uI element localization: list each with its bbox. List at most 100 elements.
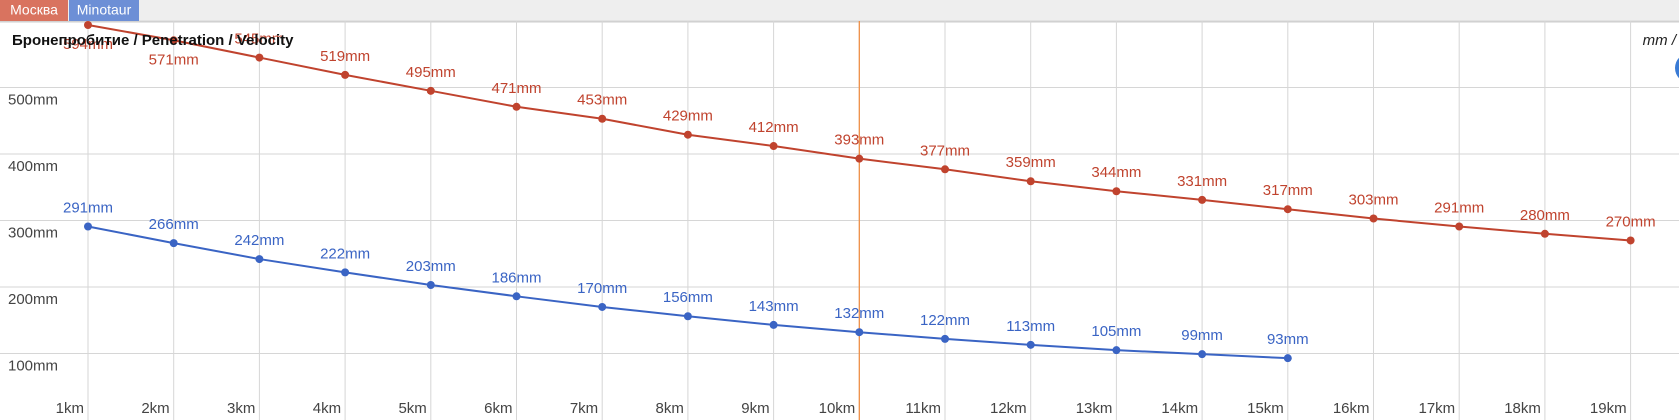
data-point xyxy=(169,36,178,45)
data-label: 186mm xyxy=(491,269,541,286)
x-tick-label: 11km xyxy=(905,400,941,417)
data-label: 113mm xyxy=(1006,318,1055,335)
data-point xyxy=(84,20,92,29)
data-point xyxy=(769,142,778,151)
data-label: 393mm xyxy=(834,132,884,149)
legend-label[interactable]: Москва xyxy=(10,2,58,18)
data-point xyxy=(598,302,607,311)
legend-tab[interactable] xyxy=(0,0,68,21)
x-tick-label: 3km xyxy=(227,400,255,417)
data-point xyxy=(255,53,264,62)
x-tick-label: 17km xyxy=(1419,400,1456,417)
data-point xyxy=(1283,205,1292,214)
data-label: 471mm xyxy=(491,80,541,97)
x-tick-label: 10km xyxy=(819,400,856,417)
y-tick-label: 200mm xyxy=(8,291,58,308)
data-label: 203mm xyxy=(406,258,456,275)
data-point xyxy=(426,86,435,95)
data-point xyxy=(855,328,864,337)
tab-bar xyxy=(0,0,1679,22)
data-point xyxy=(255,255,264,264)
x-tick-label: 14km xyxy=(1161,400,1198,417)
x-tick-label: 4km xyxy=(313,400,341,417)
data-label: 105mm xyxy=(1091,323,1141,340)
x-tick-label: 19km xyxy=(1590,400,1627,417)
data-label: 359mm xyxy=(1006,154,1056,171)
y-tick-label: 400mm xyxy=(8,158,58,175)
data-label: 170mm xyxy=(577,280,627,297)
data-label: 132mm xyxy=(834,305,884,322)
data-label: 303mm xyxy=(1348,191,1398,208)
data-point xyxy=(84,222,92,231)
x-tick-label: 18km xyxy=(1504,400,1541,417)
data-point xyxy=(1026,340,1035,349)
data-label: 429mm xyxy=(663,108,713,125)
x-tick-label: 16km xyxy=(1333,400,1370,417)
data-point xyxy=(341,70,350,79)
y-tick-label: 100mm xyxy=(8,357,58,374)
data-label: 291mm xyxy=(63,199,113,216)
data-label: 412mm xyxy=(749,119,799,136)
data-point xyxy=(169,239,178,248)
legend-label[interactable]: Minotaur xyxy=(77,2,132,18)
data-label: 291mm xyxy=(1434,199,1484,216)
data-label: 99mm xyxy=(1181,327,1223,344)
data-point xyxy=(512,292,521,301)
data-point xyxy=(598,114,607,123)
data-point xyxy=(769,320,778,329)
data-label: 344mm xyxy=(1091,164,1141,181)
data-label: 222mm xyxy=(320,245,370,262)
legend-tab[interactable] xyxy=(69,0,139,21)
data-label: 519mm xyxy=(320,48,370,65)
data-point xyxy=(941,334,949,343)
x-tick-label: 6km xyxy=(484,400,512,417)
data-label: 122mm xyxy=(920,312,970,329)
y-tick-label: 300mm xyxy=(8,224,58,241)
data-label: 453mm xyxy=(577,92,627,109)
x-tick-label: 9km xyxy=(741,400,769,417)
data-label: 280mm xyxy=(1520,207,1570,224)
chart-title: Бронепробитие / Penetration / Velocity xyxy=(12,32,294,49)
data-point xyxy=(426,281,435,290)
data-point xyxy=(1112,187,1121,196)
scroll-button[interactable] xyxy=(1675,53,1679,83)
data-label: 545mm xyxy=(234,31,284,48)
data-label: 377mm xyxy=(920,142,970,159)
x-tick-label: 7km xyxy=(570,400,598,417)
data-point xyxy=(341,268,350,277)
data-label: 331mm xyxy=(1177,173,1227,190)
data-point xyxy=(1283,354,1292,363)
data-point xyxy=(855,154,864,163)
x-tick-label: 8km xyxy=(656,400,684,417)
y-tick-label: 500mm xyxy=(8,91,58,108)
data-point xyxy=(1540,229,1549,238)
data-label: 242mm xyxy=(234,232,284,249)
data-label: 93mm xyxy=(1267,331,1309,348)
data-point xyxy=(1626,236,1635,245)
x-tick-label: 12km xyxy=(990,400,1027,417)
data-point xyxy=(941,165,949,174)
data-label: 143mm xyxy=(749,298,799,315)
x-tick-label: 2km xyxy=(141,400,169,417)
data-point xyxy=(1198,350,1207,359)
data-point xyxy=(1369,214,1378,223)
data-point xyxy=(1026,177,1035,186)
x-tick-label: 13km xyxy=(1076,400,1113,417)
data-label: 594mm xyxy=(63,36,113,53)
data-point xyxy=(683,130,692,139)
data-label: 317mm xyxy=(1263,182,1313,199)
x-tick-label: 1km xyxy=(56,400,84,417)
data-label: 156mm xyxy=(663,289,713,306)
data-label: 495mm xyxy=(406,64,456,81)
data-label: 270mm xyxy=(1606,213,1656,230)
data-label: 571mm xyxy=(149,51,199,68)
x-tick-label: 15km xyxy=(1247,400,1284,417)
data-point xyxy=(512,102,521,111)
data-point xyxy=(1112,346,1121,355)
data-point xyxy=(683,312,692,321)
data-point xyxy=(1198,195,1207,204)
data-label: 266mm xyxy=(149,216,199,233)
data-point xyxy=(1455,222,1464,231)
axis-note: mm / xyxy=(1643,32,1678,49)
